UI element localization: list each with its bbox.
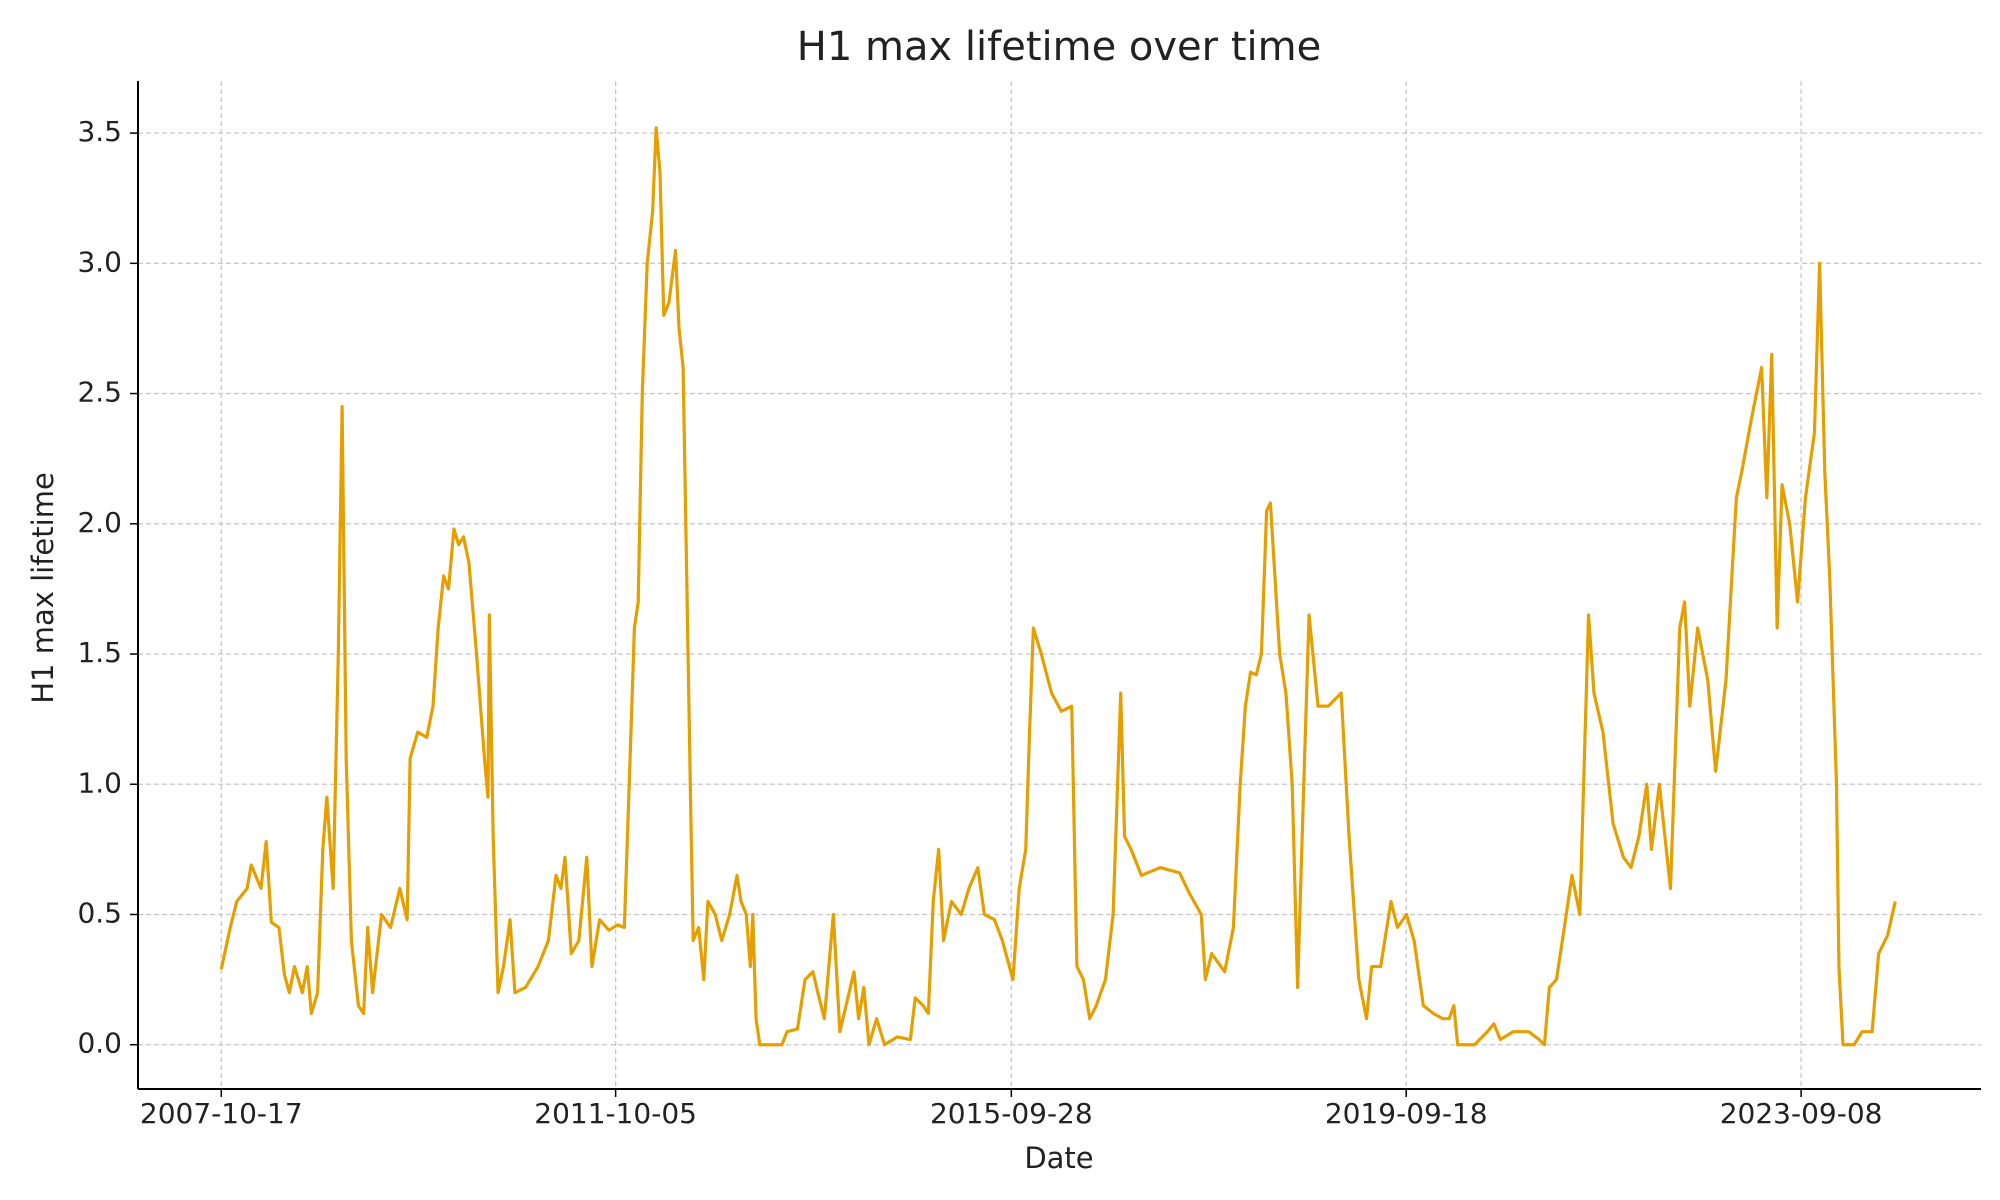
y-tick-label: 0.0 <box>77 1027 122 1060</box>
x-tick-label: 2019-09-18 <box>1325 1097 1488 1130</box>
y-tick-label: 2.0 <box>77 506 122 539</box>
y-tick-label: 3.5 <box>77 115 122 148</box>
y-tick-label: 2.5 <box>77 376 122 409</box>
y-tick-label: 3.0 <box>77 245 122 278</box>
x-tick-label: 2023-09-08 <box>1720 1097 1883 1130</box>
x-tick-label: 2007-10-17 <box>140 1097 303 1130</box>
y-axis-label: H1 max lifetime <box>26 472 60 704</box>
y-tick-label: 1.0 <box>77 766 122 799</box>
chart-title: H1 max lifetime over time <box>797 24 1321 70</box>
data-line <box>219 126 1897 1047</box>
x-axis-label: Date <box>1024 1141 1093 1175</box>
x-tick-label: 2011-10-05 <box>534 1097 697 1130</box>
y-tick-label: 1.5 <box>77 636 122 669</box>
y-tick-label: 0.5 <box>77 896 122 929</box>
x-tick-label: 2015-09-28 <box>930 1097 1093 1130</box>
